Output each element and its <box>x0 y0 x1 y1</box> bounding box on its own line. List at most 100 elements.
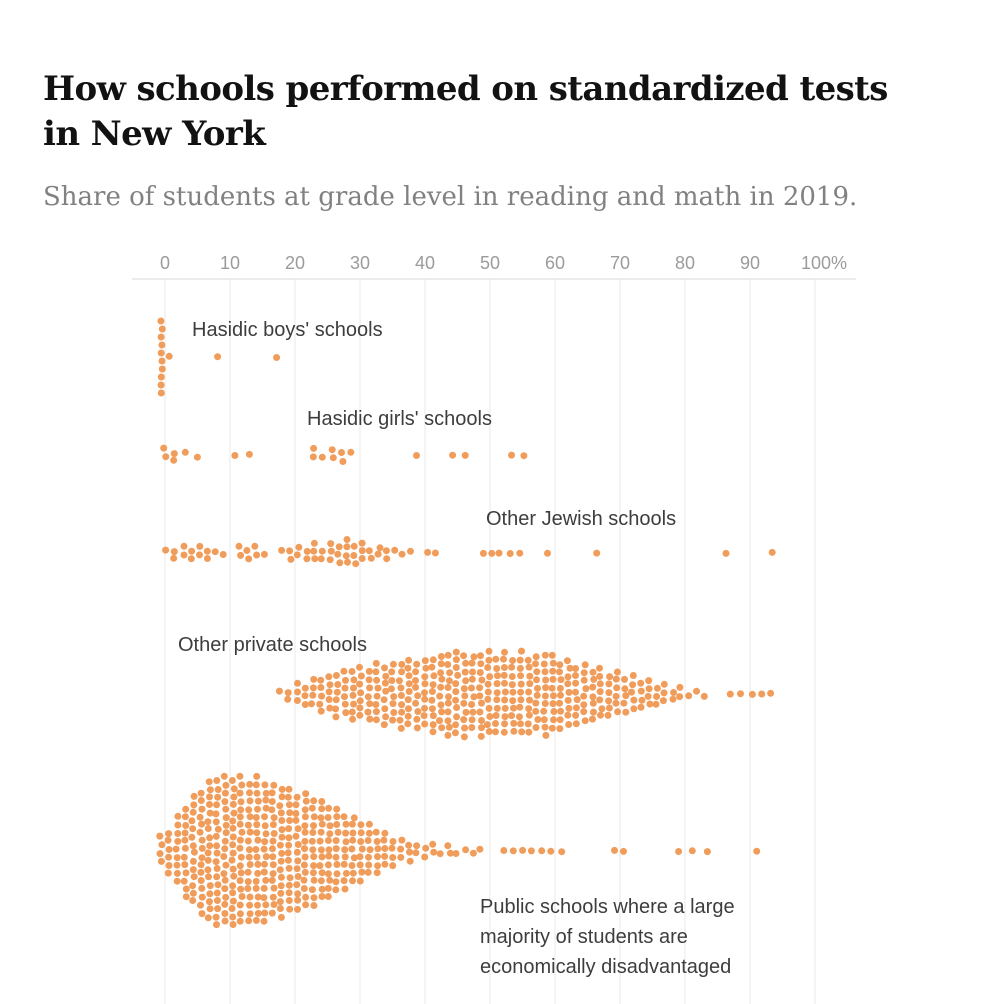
school-dot <box>222 893 230 901</box>
school-dot <box>652 700 660 708</box>
school-dot <box>422 664 430 672</box>
school-dot <box>429 656 437 664</box>
school-dot <box>308 700 315 708</box>
school-dot <box>221 837 229 845</box>
school-dot <box>524 720 532 728</box>
school-dot <box>189 897 197 904</box>
school-dot <box>262 796 270 804</box>
school-dot <box>476 684 484 692</box>
school-dot <box>452 656 460 664</box>
school-dot <box>261 909 269 917</box>
school-dot <box>509 847 517 855</box>
school-dot <box>310 853 318 861</box>
school-dot <box>326 876 334 884</box>
school-dot <box>550 716 557 724</box>
school-dot <box>324 814 332 821</box>
school-dot <box>260 550 268 558</box>
school-dot <box>326 822 334 830</box>
school-dot <box>204 856 212 864</box>
school-dot <box>557 676 565 684</box>
school-dot <box>405 680 413 688</box>
school-dot <box>157 373 165 381</box>
school-dot <box>596 696 604 704</box>
school-dot <box>294 679 301 687</box>
school-dot <box>292 816 300 824</box>
school-dot <box>364 708 372 716</box>
school-dot <box>277 889 285 897</box>
school-dot <box>429 681 437 689</box>
school-dot <box>517 672 525 680</box>
school-dot <box>413 715 421 723</box>
school-dot <box>726 690 734 698</box>
school-dot <box>620 847 627 855</box>
group-label-hasidic-girls: Hasidic girls' schools <box>307 408 492 430</box>
school-dot <box>374 845 382 853</box>
school-dot <box>767 689 775 697</box>
school-dot <box>373 692 381 700</box>
school-dot <box>294 825 302 833</box>
school-dot <box>236 813 244 821</box>
school-dot <box>405 688 413 695</box>
school-dot <box>261 813 268 821</box>
school-dot <box>157 349 165 357</box>
school-dot <box>412 849 420 857</box>
school-dot <box>278 817 286 824</box>
school-dot <box>326 681 334 689</box>
school-dot <box>285 801 293 809</box>
school-dot <box>252 781 260 789</box>
school-dot <box>293 881 301 889</box>
school-dot <box>293 697 301 704</box>
school-dot <box>245 853 253 861</box>
school-dot <box>350 684 357 692</box>
school-dot <box>162 546 170 554</box>
school-dot <box>254 836 262 844</box>
school-dot <box>737 690 744 698</box>
school-dot <box>213 897 221 904</box>
group-label-public-schools: Public schools where a large majority of… <box>480 896 735 978</box>
school-dot <box>236 844 244 852</box>
school-dot <box>284 849 292 857</box>
school-dot <box>659 697 667 705</box>
school-dot <box>525 688 533 696</box>
school-dot <box>644 692 652 700</box>
school-dot <box>254 860 262 868</box>
school-dot <box>222 814 230 822</box>
school-dot <box>157 333 165 341</box>
group-label-other-jewish: Other Jewish schools <box>486 508 677 530</box>
school-dot <box>429 721 437 729</box>
school-dot <box>501 679 508 687</box>
school-dot <box>235 542 243 550</box>
school-dot <box>156 850 164 858</box>
school-dot <box>310 813 318 821</box>
axis-tick-label: 100% <box>800 253 848 273</box>
school-dot <box>452 688 460 696</box>
school-dot <box>414 692 422 700</box>
school-dot <box>688 847 696 855</box>
school-dot <box>238 781 246 789</box>
school-dot <box>198 805 206 813</box>
school-dot <box>158 357 166 365</box>
school-dot <box>476 708 484 716</box>
axis-tick-label: 40 <box>414 253 436 273</box>
school-dot <box>188 833 196 841</box>
school-dot <box>158 365 166 373</box>
school-dot <box>429 728 437 736</box>
school-dot <box>421 689 428 697</box>
school-dot <box>572 688 579 696</box>
school-dot <box>174 812 182 820</box>
school-dot <box>357 838 365 845</box>
school-dot <box>436 692 444 700</box>
school-dot <box>389 838 397 845</box>
school-dot <box>316 837 324 845</box>
school-dot <box>495 549 503 557</box>
school-dot <box>500 671 508 679</box>
school-dot <box>236 789 244 797</box>
school-dot <box>404 720 412 728</box>
school-dot <box>213 849 221 857</box>
school-dot <box>170 548 178 556</box>
school-dot <box>476 845 484 853</box>
school-dot <box>430 672 438 680</box>
school-dot <box>285 889 293 897</box>
school-dot <box>398 550 406 558</box>
school-dot <box>273 354 281 361</box>
